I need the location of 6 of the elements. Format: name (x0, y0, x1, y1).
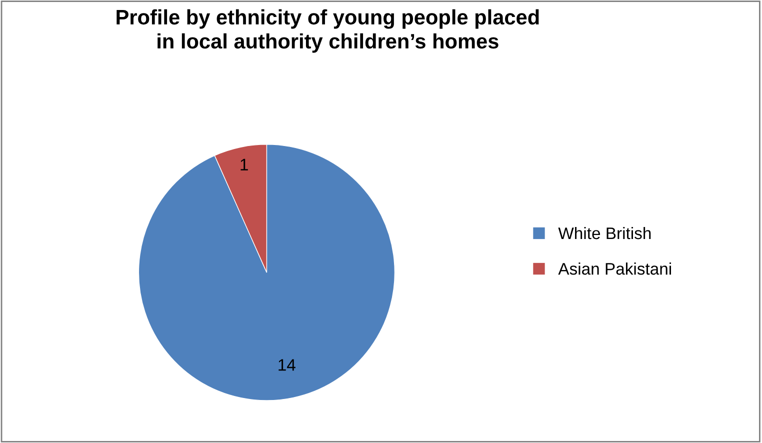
legend-label: Asian Pakistani (558, 262, 671, 275)
chart-title: Profile by ethnicity of young people placed in local authority children’s homes (116, 9, 539, 53)
data-label: 1 (240, 158, 248, 170)
legend-label: White British (558, 226, 651, 240)
pie-slice (138, 144, 396, 401)
data-label: 14 (278, 359, 296, 371)
